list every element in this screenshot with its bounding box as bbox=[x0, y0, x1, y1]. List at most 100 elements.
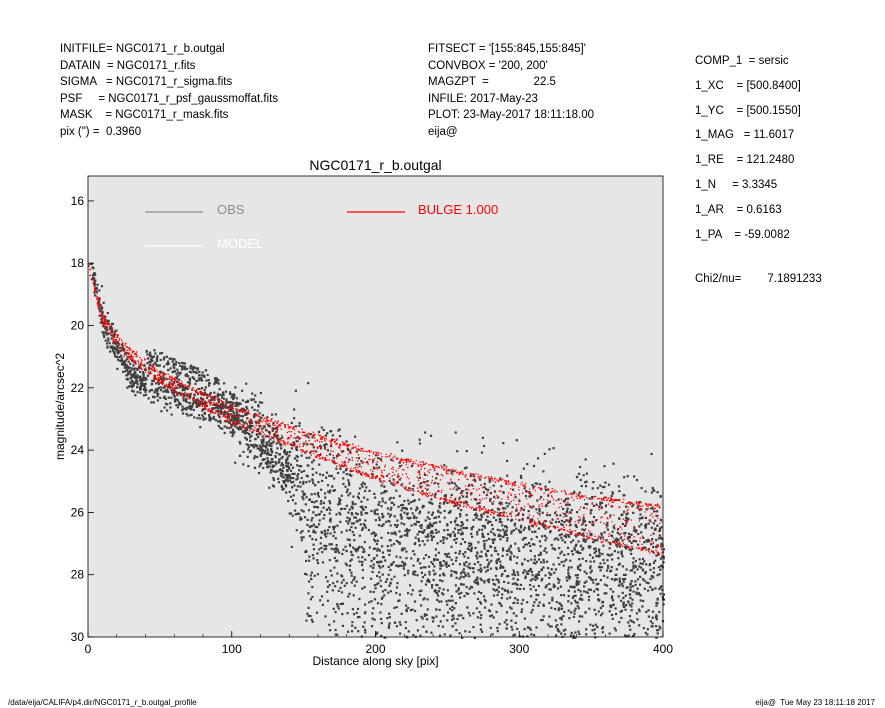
obs-point bbox=[195, 402, 198, 405]
obs-point bbox=[406, 636, 409, 639]
obs-point bbox=[311, 620, 314, 623]
obs-point bbox=[578, 532, 581, 535]
obs-point bbox=[98, 298, 101, 301]
obs-point bbox=[334, 547, 337, 550]
obs-point bbox=[221, 392, 225, 395]
obs-point bbox=[393, 621, 397, 624]
obs-point bbox=[389, 524, 392, 527]
obs-point bbox=[468, 587, 471, 590]
obs-point bbox=[339, 498, 342, 501]
obs-point bbox=[298, 469, 301, 472]
obs-point bbox=[426, 580, 429, 583]
obs-point bbox=[432, 617, 435, 620]
obs-point bbox=[333, 525, 336, 528]
obs-point bbox=[108, 342, 111, 345]
obs-point bbox=[112, 348, 115, 351]
obs-point bbox=[596, 487, 599, 490]
obs-point bbox=[560, 550, 563, 553]
obs-point bbox=[455, 629, 458, 632]
obs-point bbox=[348, 592, 351, 595]
obs-point bbox=[272, 485, 276, 488]
obs-point bbox=[513, 481, 516, 484]
obs-point bbox=[354, 526, 357, 529]
obs-point bbox=[662, 561, 665, 564]
obs-point bbox=[557, 538, 560, 541]
obs-point bbox=[148, 372, 151, 375]
obs-point bbox=[629, 619, 632, 622]
obs-point bbox=[155, 382, 158, 385]
obs-point bbox=[189, 395, 192, 398]
obs-point bbox=[388, 616, 391, 619]
obs-point bbox=[398, 461, 401, 464]
obs-point bbox=[495, 566, 498, 569]
obs-point bbox=[310, 500, 313, 503]
obs-point bbox=[256, 455, 259, 459]
obs-point bbox=[285, 491, 288, 494]
obs-point bbox=[473, 508, 476, 511]
obs-point bbox=[544, 505, 547, 508]
obs-point bbox=[326, 532, 329, 535]
obs-point bbox=[491, 527, 494, 531]
obs-point bbox=[626, 586, 629, 589]
obs-point bbox=[569, 585, 572, 588]
obs-point bbox=[446, 603, 449, 606]
obs-point bbox=[655, 538, 658, 542]
obs-point bbox=[268, 453, 271, 456]
obs-point bbox=[439, 540, 442, 543]
obs-point bbox=[297, 473, 300, 476]
obs-point bbox=[396, 475, 399, 478]
obs-point bbox=[601, 601, 604, 604]
obs-point bbox=[311, 436, 314, 439]
obs-point bbox=[338, 428, 341, 431]
obs-point bbox=[599, 569, 602, 572]
obs-point bbox=[466, 519, 469, 522]
obs-point bbox=[557, 609, 560, 612]
obs-point bbox=[460, 509, 463, 512]
obs-point bbox=[622, 510, 626, 513]
obs-point bbox=[506, 623, 509, 626]
obs-point bbox=[661, 537, 664, 541]
obs-point bbox=[503, 569, 507, 572]
obs-point bbox=[619, 545, 622, 548]
obs-point bbox=[458, 496, 461, 499]
obs-point bbox=[568, 520, 571, 523]
obs-point bbox=[406, 530, 409, 533]
obs-point bbox=[534, 574, 537, 577]
obs-point bbox=[404, 621, 407, 624]
obs-point bbox=[183, 394, 186, 398]
obs-point bbox=[361, 564, 364, 567]
obs-point bbox=[595, 587, 598, 591]
obs-point bbox=[274, 434, 277, 437]
obs-point bbox=[483, 444, 486, 448]
obs-point bbox=[395, 625, 398, 628]
obs-point bbox=[480, 569, 483, 572]
obs-point bbox=[358, 597, 361, 601]
obs-point bbox=[395, 525, 398, 528]
obs-point bbox=[635, 591, 638, 594]
obs-point bbox=[469, 474, 472, 478]
obs-point bbox=[485, 493, 488, 497]
obs-point bbox=[175, 372, 178, 375]
obs-point bbox=[517, 573, 520, 576]
obs-point bbox=[498, 622, 501, 626]
obs-point bbox=[142, 371, 145, 374]
obs-point bbox=[550, 573, 553, 576]
obs-point bbox=[437, 482, 440, 485]
obs-point bbox=[457, 614, 460, 617]
obs-point bbox=[222, 413, 225, 416]
obs-point bbox=[380, 492, 383, 495]
obs-point bbox=[191, 402, 194, 405]
obs-point bbox=[309, 574, 312, 577]
obs-point bbox=[465, 592, 468, 595]
obs-point bbox=[235, 417, 238, 420]
obs-point bbox=[388, 520, 391, 523]
obs-point bbox=[448, 556, 451, 559]
obs-point bbox=[584, 481, 587, 484]
obs-point bbox=[516, 601, 519, 605]
obs-point bbox=[316, 525, 319, 529]
obs-point bbox=[339, 586, 342, 589]
obs-point bbox=[217, 407, 220, 410]
obs-point bbox=[377, 457, 380, 460]
obs-point bbox=[523, 569, 526, 572]
obs-point bbox=[411, 512, 414, 515]
